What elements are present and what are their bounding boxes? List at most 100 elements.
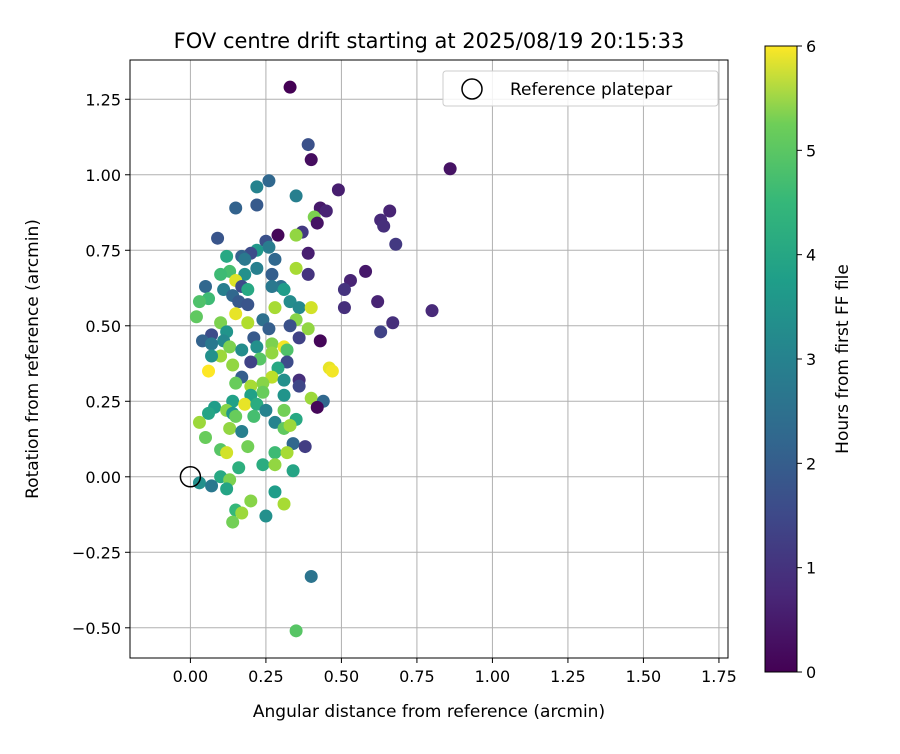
plot-frame [129, 59, 729, 659]
data-point [241, 316, 255, 330]
colorbar-tick-label: 0 [806, 663, 816, 682]
data-point [389, 237, 403, 251]
data-point [250, 180, 264, 194]
data-point [292, 301, 306, 315]
data-point [226, 358, 240, 372]
data-point [235, 506, 249, 520]
y-tick-label: −0.50 [72, 619, 121, 638]
data-point [238, 252, 252, 266]
data-point [244, 379, 258, 393]
data-point [292, 379, 306, 393]
data-point [241, 283, 255, 297]
x-tick-label: 1.50 [626, 667, 662, 686]
data-point [386, 316, 400, 330]
data-point [250, 340, 264, 354]
data-point [337, 283, 351, 297]
data-point [214, 349, 228, 363]
data-point [277, 403, 291, 417]
x-tick-label: 0.50 [324, 667, 360, 686]
data-points [189, 80, 457, 638]
data-point [247, 409, 261, 423]
y-tick-label: 0.50 [85, 317, 121, 336]
data-point [229, 201, 243, 215]
data-point [199, 280, 213, 294]
data-point [220, 446, 234, 460]
data-point [205, 337, 219, 351]
x-axis-label: Angular distance from reference (arcmin) [253, 702, 605, 722]
data-point [189, 310, 203, 324]
data-point [192, 295, 206, 309]
x-axis-ticks: 0.00 0.25 0.50 0.75 1.00 1.25 1.50 1.75 [173, 658, 737, 686]
y-tick-label: 0.25 [85, 392, 121, 411]
y-tick-label: 0.75 [85, 241, 121, 260]
data-point [214, 267, 228, 281]
colorbar-tick-label: 5 [806, 141, 816, 160]
data-point [337, 301, 351, 315]
data-point [229, 307, 243, 321]
data-point [220, 482, 234, 496]
data-point [374, 325, 388, 339]
data-point [238, 397, 252, 411]
data-point [443, 162, 457, 176]
x-tick-label: 1.25 [550, 667, 586, 686]
y-axis-ticks: −0.50 −0.25 0.00 0.25 0.50 0.75 1.00 1.25 [72, 90, 130, 638]
data-point [256, 458, 270, 472]
y-tick-label: 0.00 [85, 468, 121, 487]
data-point [256, 385, 270, 399]
colorbar-gradient [764, 45, 798, 673]
data-point [199, 431, 213, 445]
data-point [211, 231, 225, 245]
data-point [235, 343, 249, 357]
data-point [268, 446, 282, 460]
legend: Reference platepar [442, 70, 719, 107]
data-point [292, 331, 306, 345]
data-point [313, 334, 327, 348]
data-point [192, 476, 206, 490]
colorbar-tick-label: 1 [806, 559, 816, 578]
legend-reference-marker [461, 78, 483, 100]
data-point [286, 464, 300, 478]
data-point [325, 364, 339, 378]
data-point [232, 461, 246, 475]
data-point [265, 280, 279, 294]
data-point [377, 219, 391, 233]
y-axis-label: Rotation from reference (arcmin) [23, 219, 43, 499]
data-point [277, 373, 291, 387]
x-tick-label: 1.00 [475, 667, 511, 686]
data-point [250, 198, 264, 212]
data-point [289, 228, 303, 242]
data-point [383, 204, 397, 218]
data-point [223, 421, 237, 435]
data-point [256, 376, 270, 390]
data-point [298, 440, 312, 454]
data-point [283, 80, 297, 94]
data-point [205, 349, 219, 363]
x-tick-label: 1.75 [701, 667, 737, 686]
colorbar: 0 1 2 3 4 5 6 Hours from first FF file [764, 37, 853, 682]
colorbar-tick-label: 6 [806, 37, 816, 56]
data-point [241, 298, 255, 312]
data-point [192, 415, 206, 429]
colorbar-label: Hours from first FF file [833, 264, 853, 454]
data-point [277, 497, 291, 511]
data-point [268, 485, 282, 499]
data-point [223, 340, 237, 354]
data-point [250, 261, 264, 275]
data-point [262, 174, 276, 188]
data-point [289, 624, 303, 638]
data-point [226, 515, 240, 529]
data-point [310, 400, 324, 414]
colorbar-tick-label: 2 [806, 454, 816, 473]
data-point [259, 403, 273, 417]
data-point [425, 304, 439, 318]
data-point [265, 346, 279, 360]
data-point [265, 337, 279, 351]
data-point [244, 355, 258, 369]
reference-platepar-marker [179, 466, 202, 488]
legend-entry-reference-platepar: Reference platepar [510, 80, 672, 100]
legend-box [442, 70, 719, 107]
data-point [301, 246, 315, 260]
data-point [268, 301, 282, 315]
data-point [220, 249, 234, 263]
